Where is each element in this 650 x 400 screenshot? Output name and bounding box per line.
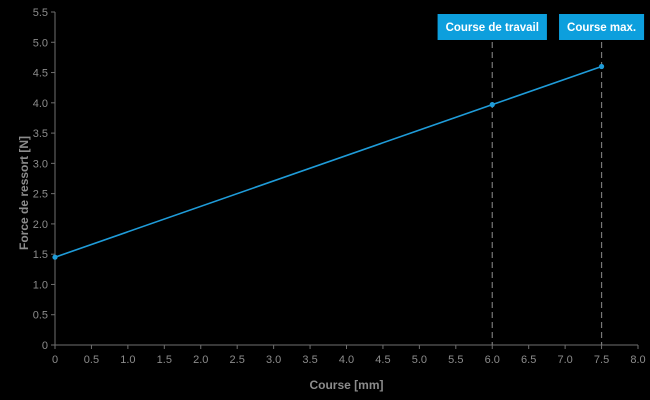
y-tick-label: 4.5 xyxy=(33,68,48,80)
annotation-label: Course max. xyxy=(567,22,636,34)
x-tick-label: 4.0 xyxy=(339,354,354,366)
y-tick-label: 0 xyxy=(42,340,48,352)
x-tick-label: 7.0 xyxy=(557,354,572,366)
data-line xyxy=(54,65,602,258)
x-tick-label: 5.0 xyxy=(412,354,427,366)
x-tick-label: 6.5 xyxy=(521,354,536,366)
y-tick-label: 3.5 xyxy=(33,128,48,140)
y-tick-label: 2.0 xyxy=(33,219,48,231)
y-tick-label: 5.0 xyxy=(33,37,48,49)
x-tick-label: 5.5 xyxy=(448,354,463,366)
x-tick-label: 4.5 xyxy=(375,354,390,366)
y-tick-label: 0.5 xyxy=(33,310,48,322)
annotation-badge-bg xyxy=(559,14,645,40)
y-tick-label: 2.5 xyxy=(33,189,48,201)
x-tick-label: 1.0 xyxy=(120,354,135,366)
x-tick-label: 0 xyxy=(52,354,58,366)
x-tick-label: 0.5 xyxy=(84,354,99,366)
x-tick-label: 8.0 xyxy=(630,354,645,366)
x-tick-label: 2.0 xyxy=(193,354,208,366)
x-tick-label: 2.5 xyxy=(230,354,245,366)
x-tick-label: 6.0 xyxy=(485,354,500,366)
y-tick-label: 1.0 xyxy=(33,279,48,291)
data-point xyxy=(489,102,495,108)
annotation-label: Course de travail xyxy=(446,22,539,34)
y-tick-label: 1.5 xyxy=(33,249,48,261)
y-tick-label: 3.0 xyxy=(33,158,48,170)
x-tick-label: 7.5 xyxy=(594,354,609,366)
x-tick-label: 1.5 xyxy=(157,354,172,366)
y-tick-label: 5.5 xyxy=(33,7,48,19)
annotation-badge: Course max. xyxy=(559,14,645,40)
x-tick-label: 3.0 xyxy=(266,354,281,366)
data-point xyxy=(598,63,605,70)
data-point xyxy=(52,254,58,260)
annotation-badge: Course de travail xyxy=(437,14,547,40)
annotation-badge-bg xyxy=(437,14,547,40)
x-tick-label: 3.5 xyxy=(302,354,317,366)
y-tick-label: 4.0 xyxy=(33,98,48,110)
